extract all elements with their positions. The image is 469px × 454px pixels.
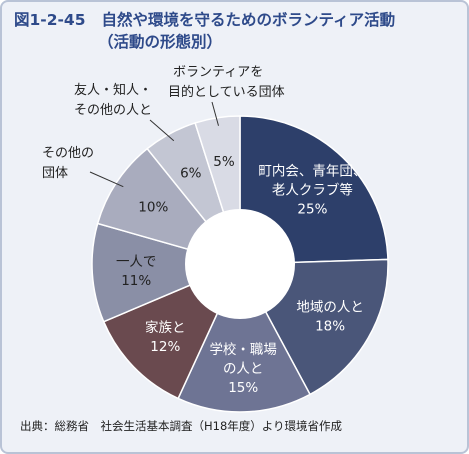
outside-label-friends-line2: その他の人と xyxy=(74,103,152,118)
slice-3-label-line-1: 12% xyxy=(150,339,180,355)
slice-4-label-line-1: 11% xyxy=(121,273,151,289)
leader-line-6 xyxy=(149,119,175,142)
slice-2-label-line-0: 学校・職場 xyxy=(209,341,277,358)
figure-title-text: 自然や環境を守るためのボランティア活動 xyxy=(101,11,396,29)
slice-3-label-line-0: 家族と xyxy=(145,319,186,336)
outside-label-volunteer-line2: 目的としている団体 xyxy=(168,84,285,100)
figure-subtitle: （活動の形態別） xyxy=(98,33,223,51)
slice-1-label-line-1: 18% xyxy=(315,319,345,335)
slice-4-label-line-0: 一人で xyxy=(116,254,157,270)
outside-label-volunteer-line1: ボランティアを xyxy=(173,65,263,80)
slice-5-label-line-0: 10% xyxy=(138,200,168,216)
outside-label-other-group-line2: 団体 xyxy=(42,166,68,181)
slice-6-label-line-0: 6% xyxy=(180,165,202,181)
slice-2-label-line-2: 15% xyxy=(228,380,258,396)
slice-0-label-line-1: 老人クラブ等 xyxy=(272,181,353,198)
leader-lines xyxy=(89,101,219,188)
figure-number: 図1-2-45 xyxy=(14,11,86,29)
figure-title: 図1-2-45 自然や環境を守るためのボランティア活動 xyxy=(14,9,395,31)
slice-1-label-line-0: 地域の人と xyxy=(296,300,364,316)
donut-hole xyxy=(185,209,295,319)
outside-label-friends-line1: 友人・知人・ xyxy=(74,82,152,98)
source-note: 出典：総務省 社会生活基本調査（H18年度）より環境省作成 xyxy=(20,419,343,433)
donut-slice-2 xyxy=(177,262,312,413)
slice-0-label-line-0: 町内会、青年団、 xyxy=(258,163,366,179)
slice-2-label-line-1: の人と xyxy=(223,361,264,377)
outside-label-other-group-line1: その他の xyxy=(42,146,94,161)
donut-slice-4 xyxy=(91,222,243,323)
leader-line-5 xyxy=(89,171,124,188)
leader-line-7 xyxy=(211,101,219,126)
slice-0-label-line-2: 25% xyxy=(297,201,327,217)
slice-7-label-line-0: 5% xyxy=(213,154,235,170)
